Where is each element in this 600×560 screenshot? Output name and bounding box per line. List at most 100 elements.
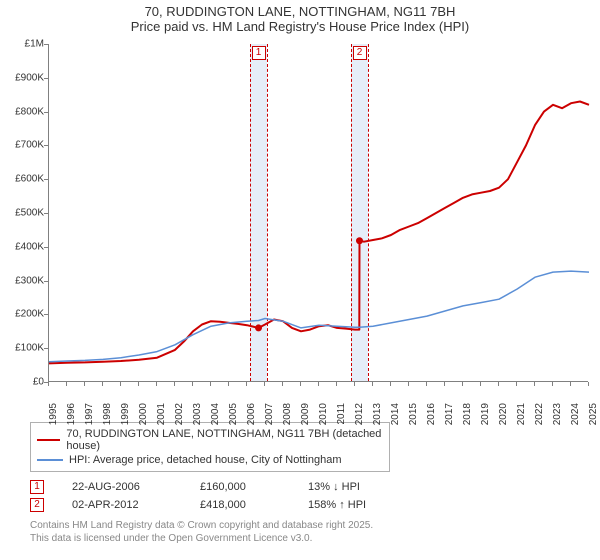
chart-container: £0£100K£200K£300K£400K£500K£600K£700K£80… xyxy=(0,36,600,416)
x-tick-label: 2000 xyxy=(138,403,149,425)
legend-item: HPI: Average price, detached house, City… xyxy=(37,453,383,467)
y-tick-label: £700K xyxy=(0,140,44,151)
x-tick-label: 2009 xyxy=(300,403,311,425)
x-tick-label: 2020 xyxy=(498,403,509,425)
x-tick-mark xyxy=(300,382,301,386)
x-tick-mark xyxy=(408,382,409,386)
x-tick-mark xyxy=(498,382,499,386)
x-tick-mark xyxy=(588,382,589,386)
footer-attribution: Contains HM Land Registry data © Crown c… xyxy=(30,520,600,545)
chart-title-block: 70, RUDDINGTON LANE, NOTTINGHAM, NG11 7B… xyxy=(0,0,600,36)
x-tick-label: 2025 xyxy=(588,403,599,425)
x-tick-mark xyxy=(246,382,247,386)
legend-label: HPI: Average price, detached house, City… xyxy=(69,454,342,466)
legend-swatch xyxy=(37,459,63,461)
x-tick-label: 2019 xyxy=(480,403,491,425)
x-tick-label: 2021 xyxy=(516,403,527,425)
x-tick-label: 2001 xyxy=(156,403,167,425)
x-tick-mark xyxy=(570,382,571,386)
y-tick-label: £800K xyxy=(0,106,44,117)
x-tick-mark xyxy=(516,382,517,386)
sale-price: £418,000 xyxy=(200,499,280,511)
x-tick-label: 2006 xyxy=(246,403,257,425)
x-tick-label: 1996 xyxy=(66,403,77,425)
x-tick-mark xyxy=(120,382,121,386)
x-tick-label: 2007 xyxy=(264,403,275,425)
sale-row: 1 22-AUG-2006 £160,000 13% ↓ HPI xyxy=(30,478,600,496)
x-tick-mark xyxy=(84,382,85,386)
x-tick-label: 2005 xyxy=(228,403,239,425)
footer-line1: Contains HM Land Registry data © Crown c… xyxy=(30,520,600,533)
x-tick-mark xyxy=(462,382,463,386)
x-tick-label: 2004 xyxy=(210,403,221,425)
sale-point-dot xyxy=(255,324,262,331)
legend-label: 70, RUDDINGTON LANE, NOTTINGHAM, NG11 7B… xyxy=(66,428,383,452)
x-tick-mark xyxy=(372,382,373,386)
x-tick-mark xyxy=(390,382,391,386)
x-tick-mark xyxy=(102,382,103,386)
x-tick-mark xyxy=(426,382,427,386)
sale-date: 02-APR-2012 xyxy=(72,499,172,511)
x-tick-label: 2023 xyxy=(552,403,563,425)
sale-hpi-diff: 158% ↑ HPI xyxy=(308,499,418,511)
x-tick-mark xyxy=(318,382,319,386)
line-chart-svg xyxy=(49,44,588,381)
sale-price: £160,000 xyxy=(200,481,280,493)
x-tick-mark xyxy=(138,382,139,386)
y-tick-label: £900K xyxy=(0,72,44,83)
chart-title-line2: Price paid vs. HM Land Registry's House … xyxy=(0,19,600,34)
y-tick-label: £100K xyxy=(0,343,44,354)
x-tick-label: 2012 xyxy=(354,403,365,425)
x-tick-label: 2003 xyxy=(192,403,203,425)
series-line-hpi xyxy=(49,271,589,362)
sales-table: 1 22-AUG-2006 £160,000 13% ↓ HPI 2 02-APR-201… xyxy=(30,478,600,514)
x-tick-label: 2014 xyxy=(390,403,401,425)
x-tick-label: 2022 xyxy=(534,403,545,425)
x-tick-mark xyxy=(192,382,193,386)
x-tick-mark xyxy=(174,382,175,386)
x-tick-label: 1999 xyxy=(120,403,131,425)
x-tick-mark xyxy=(156,382,157,386)
chart-title-line1: 70, RUDDINGTON LANE, NOTTINGHAM, NG11 7B… xyxy=(0,4,600,19)
x-tick-label: 2015 xyxy=(408,403,419,425)
x-tick-mark xyxy=(336,382,337,386)
x-tick-mark xyxy=(444,382,445,386)
x-tick-mark xyxy=(534,382,535,386)
legend-swatch xyxy=(37,439,60,441)
x-tick-label: 2024 xyxy=(570,403,581,425)
x-tick-mark xyxy=(552,382,553,386)
x-tick-label: 2010 xyxy=(318,403,329,425)
x-tick-mark xyxy=(354,382,355,386)
x-tick-label: 2008 xyxy=(282,403,293,425)
y-tick-label: £1M xyxy=(0,39,44,50)
x-tick-mark xyxy=(228,382,229,386)
x-tick-mark xyxy=(264,382,265,386)
x-tick-mark xyxy=(66,382,67,386)
x-tick-label: 2013 xyxy=(372,403,383,425)
x-tick-label: 2016 xyxy=(426,403,437,425)
x-tick-label: 2018 xyxy=(462,403,473,425)
sale-row-marker: 2 xyxy=(30,498,44,512)
sale-date: 22-AUG-2006 xyxy=(72,481,172,493)
x-tick-mark xyxy=(480,382,481,386)
sale-row-marker: 1 xyxy=(30,480,44,494)
x-tick-label: 2017 xyxy=(444,403,455,425)
sale-point-dot xyxy=(356,237,363,244)
plot-area: 12 xyxy=(48,44,588,382)
y-tick-label: £0 xyxy=(0,377,44,388)
series-line-price_paid xyxy=(49,102,589,364)
sale-hpi-diff: 13% ↓ HPI xyxy=(308,481,418,493)
x-tick-label: 1998 xyxy=(102,403,113,425)
y-tick-label: £600K xyxy=(0,174,44,185)
legend-item: 70, RUDDINGTON LANE, NOTTINGHAM, NG11 7B… xyxy=(37,427,383,453)
x-tick-label: 1995 xyxy=(48,403,59,425)
x-tick-label: 1997 xyxy=(84,403,95,425)
y-tick-label: £200K xyxy=(0,309,44,320)
x-tick-mark xyxy=(210,382,211,386)
footer-line2: This data is licensed under the Open Gov… xyxy=(30,533,600,546)
y-tick-label: £400K xyxy=(0,241,44,252)
y-tick-label: £500K xyxy=(0,208,44,219)
x-tick-label: 2011 xyxy=(336,403,347,425)
x-tick-mark xyxy=(48,382,49,386)
x-tick-label: 2002 xyxy=(174,403,185,425)
